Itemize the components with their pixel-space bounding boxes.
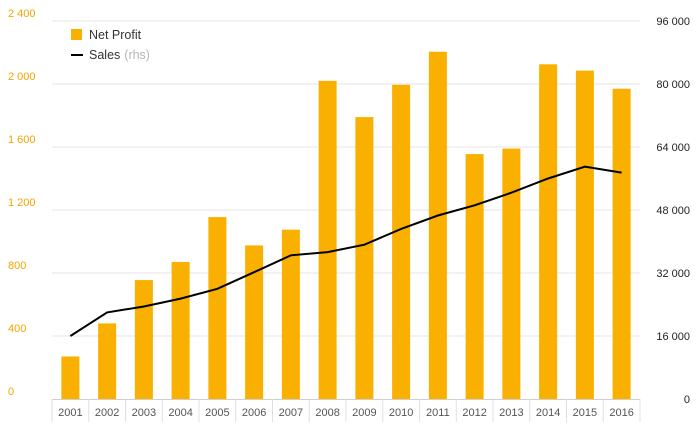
y-right-tick-label: 48 000	[656, 205, 690, 217]
bar-2013	[502, 148, 521, 399]
x-tick-label: 2015	[573, 407, 597, 419]
x-tick-label: 2011	[426, 407, 450, 419]
legend-swatch-net-profit	[71, 29, 82, 40]
y-left-tick-label: 800	[8, 260, 26, 272]
bar-2004	[171, 261, 190, 399]
x-tick-label: 2003	[132, 407, 156, 419]
y-right-tick-label: 96 000	[656, 16, 690, 28]
x-tick-label: 2006	[242, 407, 266, 419]
bar-2014	[539, 64, 558, 399]
y-left-tick-label: 0	[8, 386, 14, 398]
bar-2016	[612, 88, 631, 399]
bar-2011	[428, 51, 447, 400]
y-left-tick-label: 2 000	[8, 71, 36, 83]
x-tick-label: 2008	[315, 407, 339, 419]
x-tick-label: 2005	[205, 407, 229, 419]
legend-label-sales: Sales (rhs)	[89, 48, 150, 62]
bar-2008	[318, 80, 337, 399]
bar-series-net-profit	[61, 51, 631, 400]
x-tick-label: 2009	[352, 407, 376, 419]
bar-2003	[134, 280, 153, 399]
y-left-tick-label: 400	[8, 323, 26, 335]
y-left-tick-label: 2 400	[8, 8, 36, 20]
x-tick-label: 2007	[279, 407, 303, 419]
y-axis-right: 0 16 000 32 000 48 000 64 000 80 000 96 000	[656, 16, 690, 406]
x-tick-label: 2013	[499, 407, 523, 419]
legend-label-sales-name: Sales	[89, 48, 120, 62]
y-right-tick-label: 64 000	[656, 142, 690, 154]
y-left-tick-label: 1 600	[8, 134, 36, 146]
bar-2009	[355, 117, 374, 399]
bar-2012	[465, 154, 484, 399]
x-tick-label: 2002	[95, 407, 119, 419]
bar-2001	[61, 356, 80, 399]
x-tick-label: 2014	[536, 407, 560, 419]
x-tick-label: 2001	[58, 407, 82, 419]
y-right-tick-label: 80 000	[656, 79, 690, 91]
y-left-tick-label: 1 200	[8, 197, 36, 209]
x-tick-label: 2016	[609, 407, 633, 419]
y-axis-left: 0 400 800 1 200 1 600 2 000 2 400	[8, 8, 36, 398]
bar-2015	[575, 70, 594, 400]
x-tick-label: 2012	[462, 407, 486, 419]
bar-2005	[208, 217, 227, 399]
legend-label-net-profit: Net Profit	[89, 28, 142, 42]
y-right-tick-label: 16 000	[656, 331, 690, 343]
legend: Net Profit Sales (rhs)	[71, 28, 150, 62]
x-tick-label: 2004	[168, 407, 192, 419]
x-axis: 2001 2002 2003 2004 2005 2006 2007 2008 2009 2010…	[51, 399, 641, 422]
x-tick-label: 2010	[389, 407, 413, 419]
y-right-tick-label: 32 000	[656, 268, 690, 280]
bar-2002	[98, 323, 117, 399]
bar-2010	[392, 84, 411, 399]
line-series-sales	[69, 165, 622, 337]
y-right-tick-label: 0	[684, 394, 690, 406]
legend-label-sales-suffix: (rhs)	[124, 48, 150, 62]
bar-2006	[245, 245, 264, 399]
bar-2007	[281, 229, 300, 399]
